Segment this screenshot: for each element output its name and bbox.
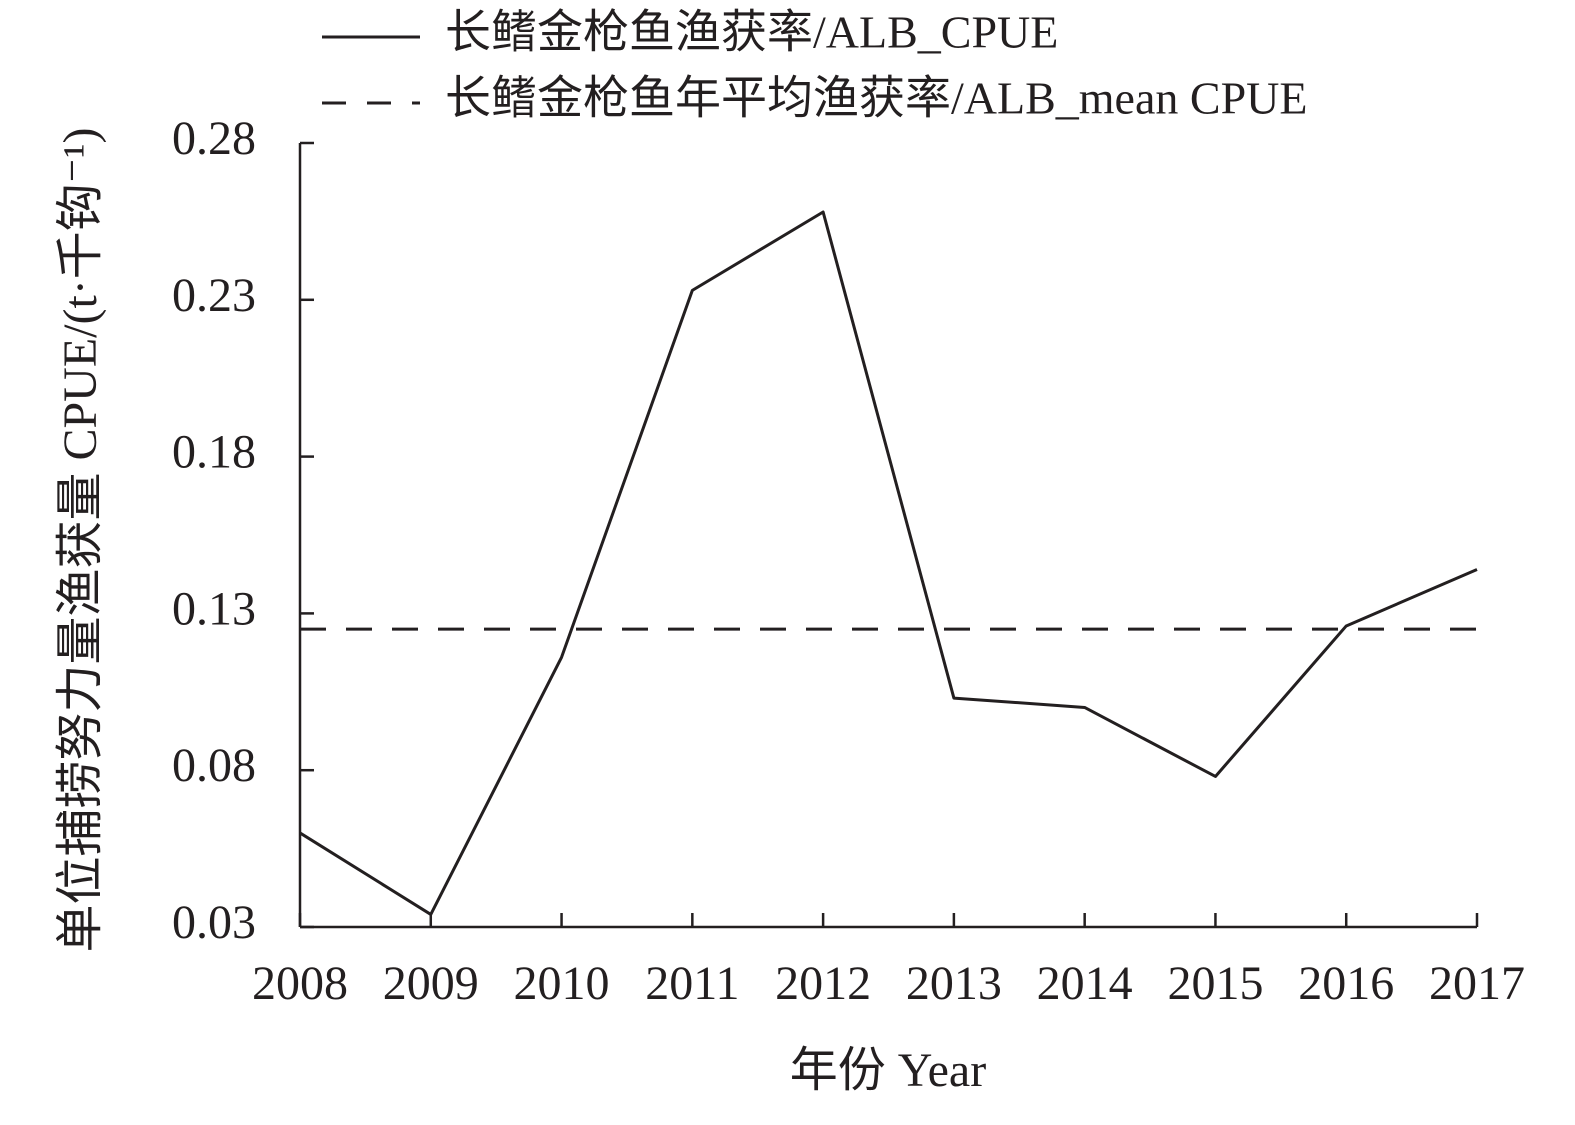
legend-label: 长鳍金枪鱼年平均渔获率/ALB_mean CPUE bbox=[445, 73, 1307, 124]
legend-label: 长鳍金枪鱼渔获率/ALB_CPUE bbox=[445, 7, 1058, 58]
x-tick-label: 2016 bbox=[1298, 957, 1394, 1010]
y-tick-label: 0.23 bbox=[172, 269, 256, 322]
x-tick-label: 2015 bbox=[1167, 957, 1263, 1010]
y-tick-label: 0.03 bbox=[172, 896, 256, 949]
x-tick-label: 2014 bbox=[1037, 957, 1133, 1010]
y-tick-label: 0.13 bbox=[172, 582, 256, 635]
x-axis-label: 年份 Year bbox=[790, 1044, 986, 1097]
x-tick-label: 2009 bbox=[383, 957, 479, 1010]
x-tick-label: 2011 bbox=[645, 957, 739, 1010]
x-tick-label: 2013 bbox=[906, 957, 1002, 1010]
x-tick-label: 2008 bbox=[252, 957, 348, 1010]
y-tick-label: 0.08 bbox=[172, 739, 256, 792]
data-line bbox=[299, 210, 1478, 916]
y-tick-label: 0.18 bbox=[172, 426, 256, 479]
y-axis-label: 单位捕捞努力量渔获量 CPUE/(t·千钩⁻¹) bbox=[54, 127, 107, 952]
x-tick-label: 2012 bbox=[775, 957, 871, 1010]
y-tick-label: 0.28 bbox=[172, 112, 256, 165]
x-tick-label: 2017 bbox=[1429, 957, 1525, 1010]
x-tick-label: 2010 bbox=[514, 957, 610, 1010]
